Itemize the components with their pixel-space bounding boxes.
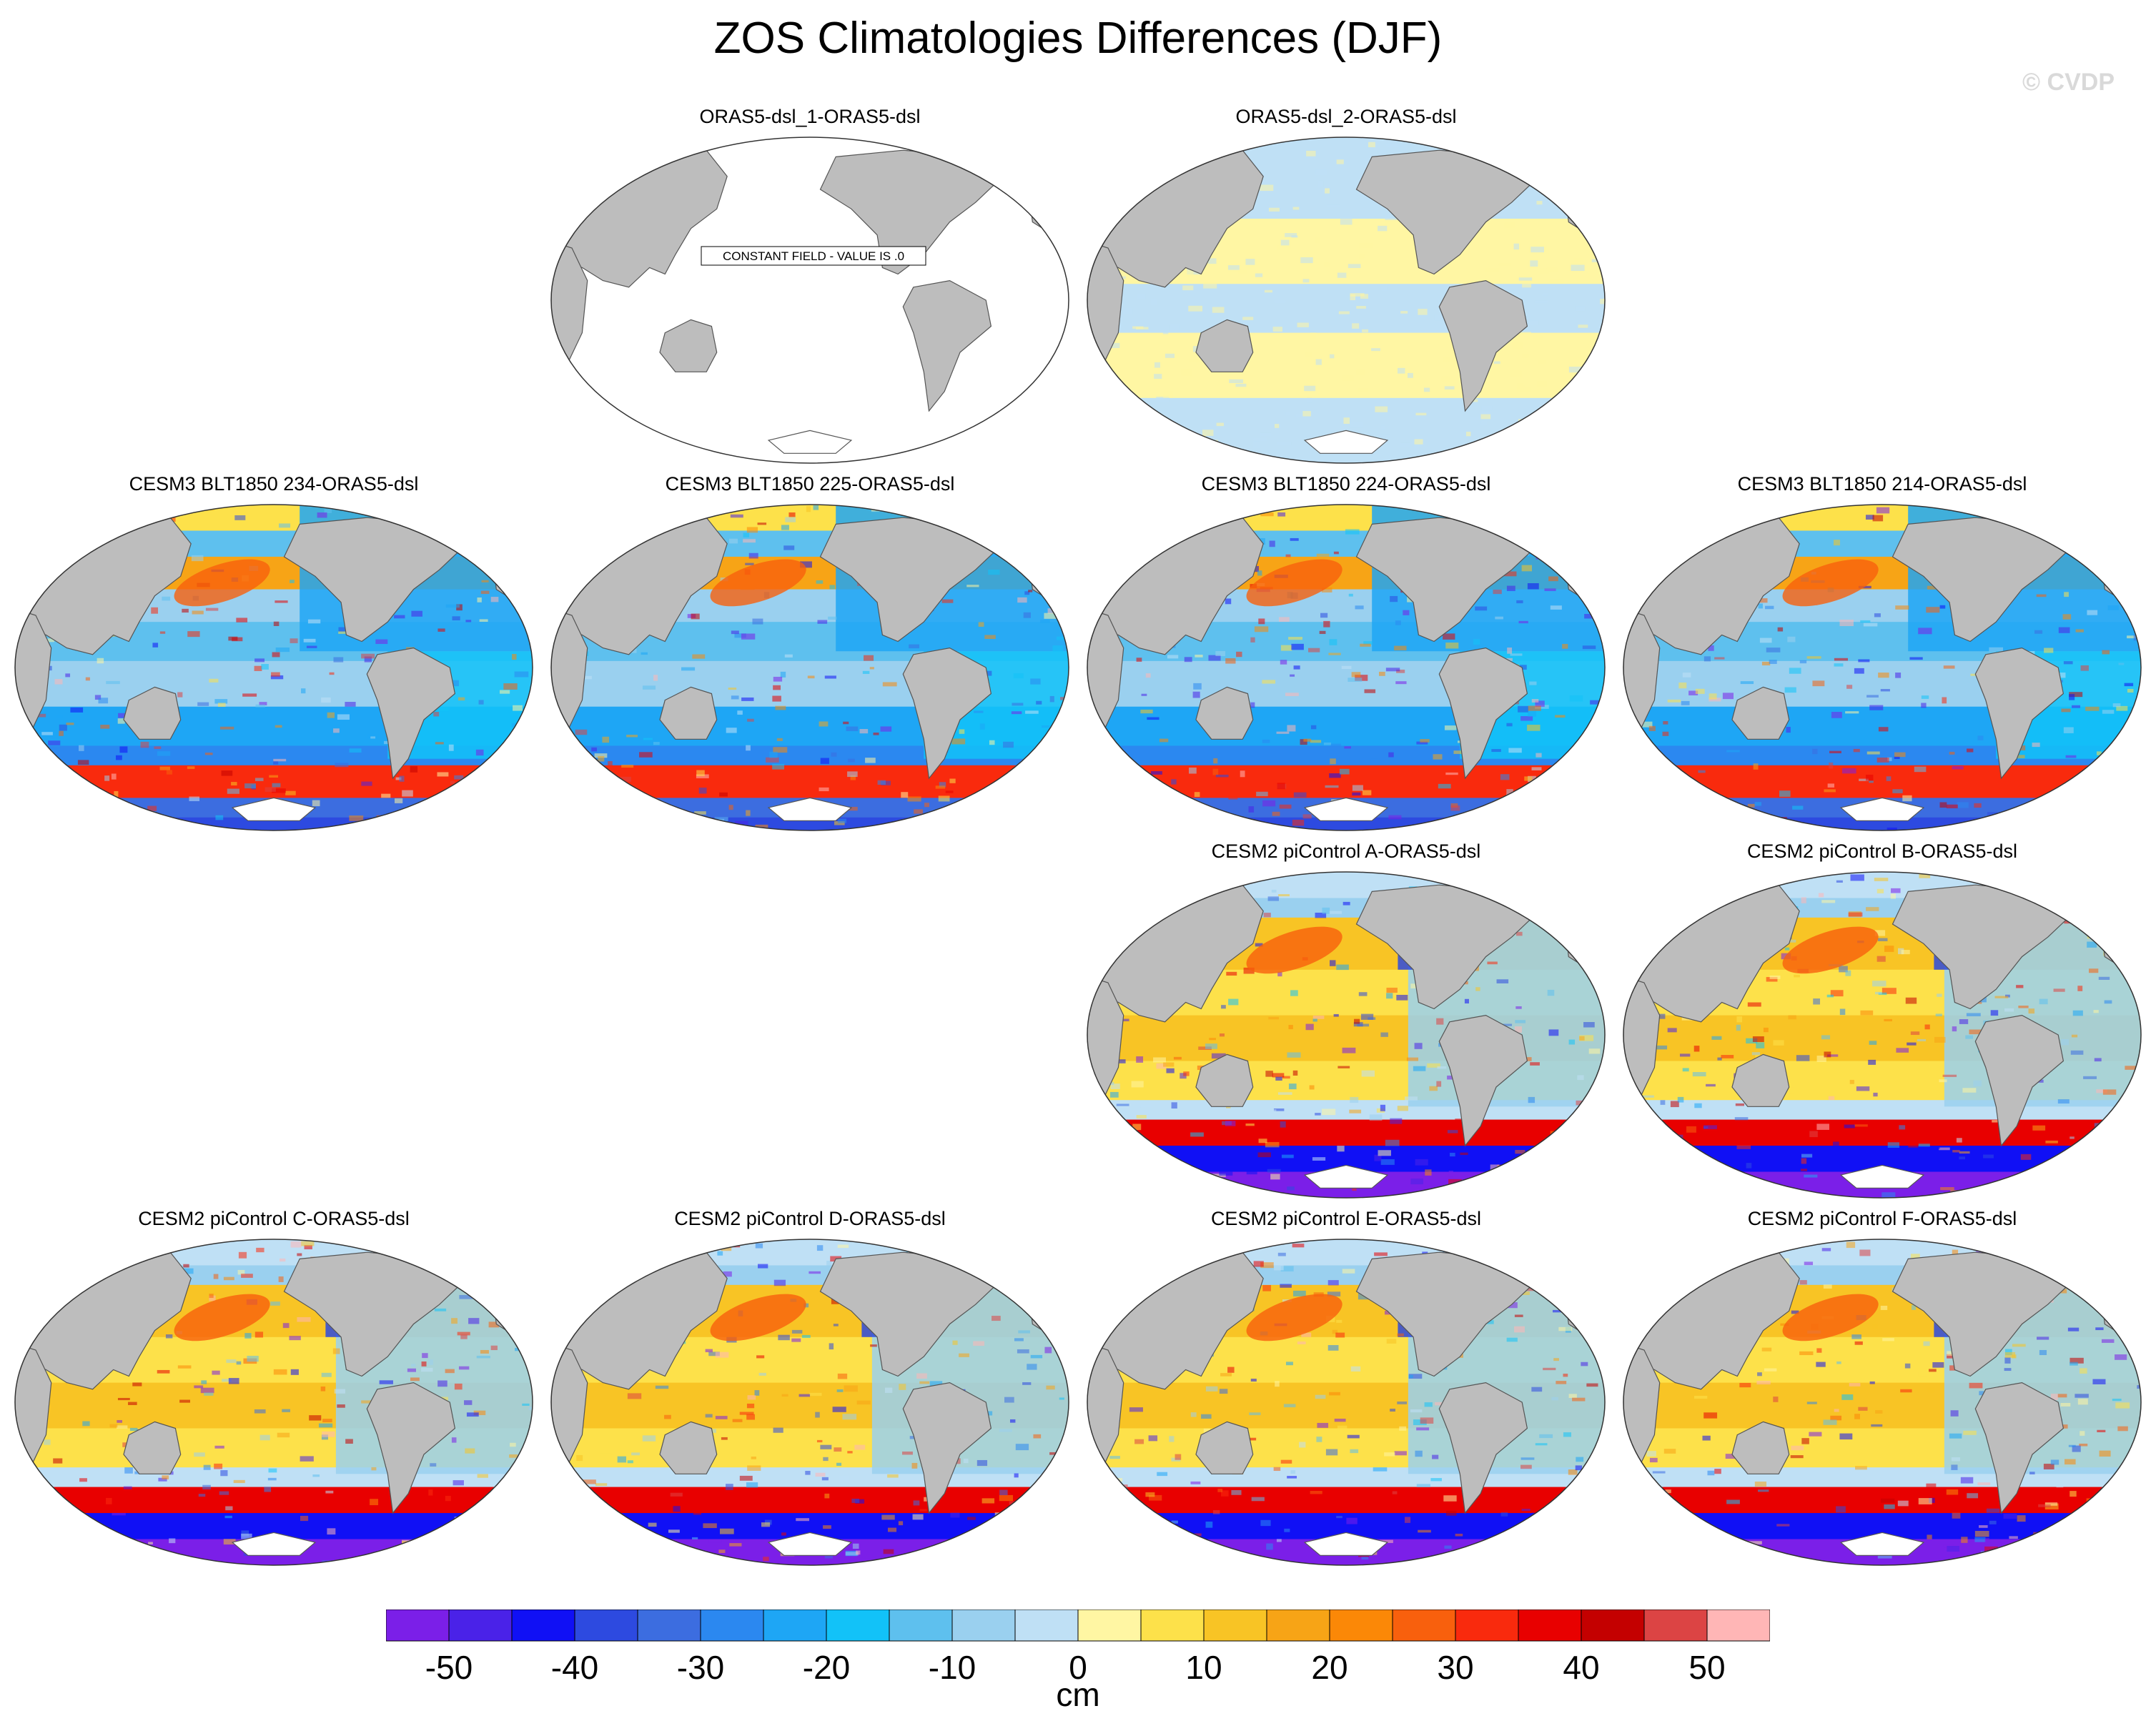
colorbar-box bbox=[1266, 1610, 1330, 1642]
map-panel: CESM3 BLT1850 224-ORAS5-dsl bbox=[1085, 473, 1607, 859]
colorbar-box bbox=[1329, 1610, 1393, 1642]
world-map bbox=[550, 1239, 1069, 1566]
world-map: CONSTANT FIELD - VALUE IS .0 bbox=[550, 137, 1069, 464]
map-panel-title: CESM3 BLT1850 214-ORAS5-dsl bbox=[1737, 473, 2027, 495]
figure-title: ZOS Climatologies Differences (DJF) bbox=[713, 14, 1443, 63]
colorbar-units-label: cm bbox=[1056, 1676, 1100, 1713]
colorbar-tick-label: -50 bbox=[425, 1649, 473, 1686]
colorbar-box bbox=[1014, 1610, 1079, 1642]
cvdp-credit: © CVDP bbox=[2022, 69, 2115, 96]
map-panel: CESM2 piControl D-ORAS5-dsl bbox=[549, 1208, 1071, 1594]
colorbar-box bbox=[1140, 1610, 1205, 1642]
world-map bbox=[1623, 1239, 2142, 1566]
colorbar-tick-label: 0 bbox=[1069, 1649, 1087, 1686]
colorbar-box bbox=[386, 1610, 450, 1642]
map-panel: ORAS5-dsl_2-ORAS5-dsl bbox=[1085, 106, 1607, 492]
colorbar-box bbox=[1392, 1610, 1456, 1642]
map-panel: CESM2 piControl B-ORAS5-dsl bbox=[1621, 840, 2143, 1226]
world-map bbox=[14, 504, 533, 831]
map-panel: CESM2 piControl F-ORAS5-dsl bbox=[1621, 1208, 2143, 1594]
map-panel-title: CESM2 piControl F-ORAS5-dsl bbox=[1747, 1208, 2017, 1229]
map-panel: CESM3 BLT1850 214-ORAS5-dsl bbox=[1621, 473, 2143, 859]
map-panel-title: CESM3 BLT1850 225-ORAS5-dsl bbox=[665, 473, 955, 495]
world-map bbox=[1087, 137, 1606, 464]
colorbar-tick-label: 20 bbox=[1311, 1649, 1348, 1686]
colorbar-box bbox=[1518, 1610, 1582, 1642]
colorbar-box bbox=[826, 1610, 890, 1642]
colorbar bbox=[386, 1610, 1770, 1642]
colorbar-tick-label: 50 bbox=[1688, 1649, 1726, 1686]
map-panel-title: CESM2 piControl A-ORAS5-dsl bbox=[1211, 840, 1481, 862]
colorbar-tick-label: -30 bbox=[676, 1649, 725, 1686]
world-map bbox=[1087, 504, 1606, 831]
colorbar-tick-label: -20 bbox=[802, 1649, 851, 1686]
colorbar-box bbox=[1581, 1610, 1645, 1642]
colorbar-box bbox=[1643, 1610, 1708, 1642]
constant-field-note: CONSTANT FIELD - VALUE IS .0 bbox=[701, 246, 926, 266]
colorbar-box bbox=[951, 1610, 1016, 1642]
world-map bbox=[1087, 871, 1606, 1199]
map-panel: CESM2 piControl A-ORAS5-dsl bbox=[1085, 840, 1607, 1226]
map-panel-title: CESM2 piControl D-ORAS5-dsl bbox=[674, 1208, 946, 1229]
colorbar-tick-label: 30 bbox=[1437, 1649, 1474, 1686]
colorbar-box bbox=[637, 1610, 701, 1642]
map-panel-title: CESM3 BLT1850 224-ORAS5-dsl bbox=[1201, 473, 1491, 495]
map-panel: CESM3 BLT1850 234-ORAS5-dsl bbox=[13, 473, 535, 859]
map-panel: CESM3 BLT1850 225-ORAS5-dsl bbox=[549, 473, 1071, 859]
colorbar-box bbox=[511, 1610, 575, 1642]
world-map bbox=[1623, 504, 2142, 831]
map-panel-title: CESM3 BLT1850 234-ORAS5-dsl bbox=[129, 473, 419, 495]
svg-text:CONSTANT FIELD - VALUE IS .0: CONSTANT FIELD - VALUE IS .0 bbox=[723, 249, 904, 263]
map-panel-title: ORAS5-dsl_1-ORAS5-dsl bbox=[699, 106, 921, 127]
map-panel: ORAS5-dsl_1-ORAS5-dsl CONSTANT FIELD - VA… bbox=[549, 106, 1071, 492]
colorbar-box bbox=[763, 1610, 827, 1642]
colorbar-box bbox=[1455, 1610, 1519, 1642]
world-map bbox=[14, 1239, 533, 1566]
colorbar-box bbox=[1706, 1610, 1770, 1642]
colorbar-box bbox=[1203, 1610, 1267, 1642]
map-panel-title: CESM2 piControl B-ORAS5-dsl bbox=[1746, 840, 2018, 862]
colorbar-box bbox=[574, 1610, 638, 1642]
colorbar-tick-label: 40 bbox=[1563, 1649, 1600, 1686]
colorbar-box bbox=[889, 1610, 953, 1642]
map-panel: CESM2 piControl E-ORAS5-dsl bbox=[1085, 1208, 1607, 1594]
world-map bbox=[1087, 1239, 1606, 1566]
map-panel: CESM2 piControl C-ORAS5-dsl bbox=[13, 1208, 535, 1594]
map-panel-grid: ORAS5-dsl_1-ORAS5-dsl CONSTANT FIELD - VA… bbox=[13, 106, 2143, 1594]
world-map bbox=[550, 504, 1069, 831]
map-panel-title: CESM2 piControl C-ORAS5-dsl bbox=[138, 1208, 410, 1229]
map-panel-title: CESM2 piControl E-ORAS5-dsl bbox=[1210, 1208, 1482, 1229]
map-panel-title: ORAS5-dsl_2-ORAS5-dsl bbox=[1235, 106, 1457, 127]
colorbar-tick-label: -10 bbox=[928, 1649, 976, 1686]
world-map bbox=[1623, 871, 2142, 1199]
colorbar-box bbox=[448, 1610, 513, 1642]
colorbar-box bbox=[1077, 1610, 1142, 1642]
colorbar-tick-label: -40 bbox=[550, 1649, 599, 1686]
colorbar-box bbox=[700, 1610, 764, 1642]
colorbar-tick-label: 10 bbox=[1185, 1649, 1222, 1686]
